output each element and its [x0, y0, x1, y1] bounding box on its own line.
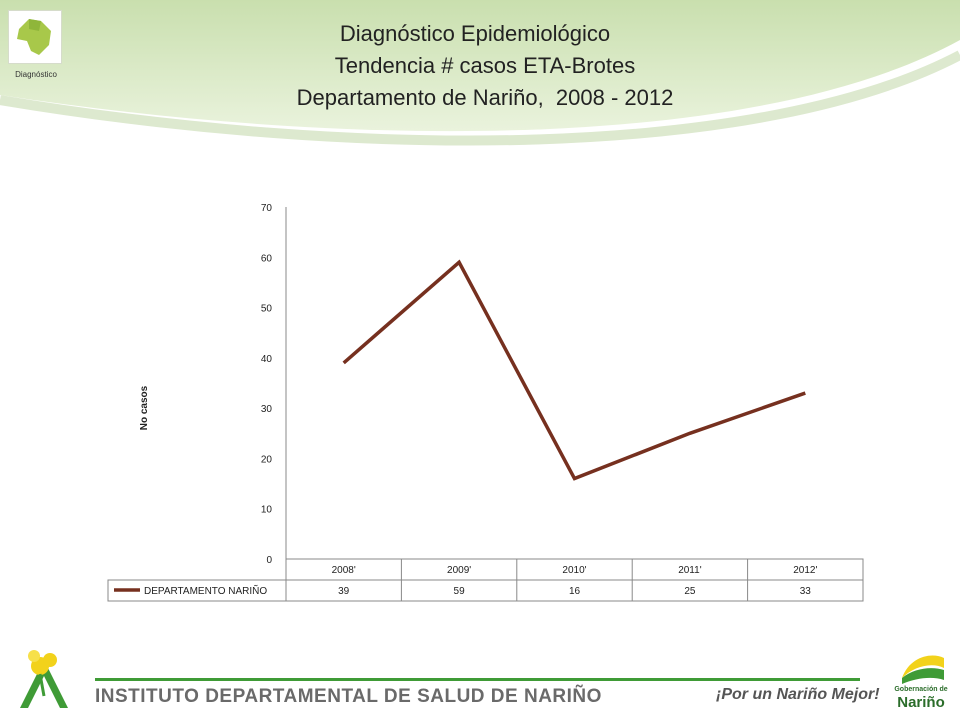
x-category-label: 2010' [562, 565, 586, 576]
flower-logo-icon [20, 650, 68, 708]
y-tick-label: 70 [261, 203, 273, 214]
y-axis-label: No casos [139, 385, 150, 430]
logo-box [8, 10, 62, 64]
y-tick-label: 20 [261, 454, 273, 465]
narino-label: Nariño [897, 694, 945, 711]
y-tick-label: 50 [261, 304, 273, 315]
data-value-label: 59 [454, 586, 466, 597]
y-tick-label: 30 [261, 404, 273, 415]
data-value-label: 25 [684, 586, 696, 597]
y-tick-label: 0 [266, 555, 272, 566]
title-line-1: Diagnóstico Epidemiológico [339, 21, 611, 46]
data-value-label: 39 [338, 586, 350, 597]
gobernacion-flag-icon [902, 655, 944, 684]
data-value-label: 33 [800, 586, 812, 597]
title-line-2: Tendencia # casos ETA-Brotes [334, 53, 636, 78]
x-category-label: 2012' [793, 565, 817, 576]
logo-caption: Diagnóstico [15, 70, 57, 79]
plot-area [342, 259, 806, 481]
x-category-label: 2011' [678, 565, 702, 576]
y-axis: 0 10 20 30 40 50 60 70 [261, 203, 287, 566]
data-table: 2008' 2009' 2010' 2011' 2012' DEPARTAMENTO NA… [107, 558, 864, 602]
gobernacion-label: Gobernación de [894, 686, 948, 693]
title-line-3: Departamento de Nariño, 2008 - 2012 [296, 85, 674, 110]
x-category-label: 2008' [332, 565, 356, 576]
x-category-label: 2009' [447, 565, 471, 576]
footer-slogan: ¡Por un Nariño Mejor! [716, 686, 880, 703]
footer-organization: INSTITUTO DEPARTAMENTAL DE SALUD DE NARI… [95, 686, 602, 707]
y-tick-label: 40 [261, 354, 273, 365]
narino-map-icon [17, 19, 51, 55]
series-line [342, 259, 806, 481]
y-tick-label: 10 [261, 505, 273, 516]
footer-divider [95, 678, 860, 681]
header-band [0, 0, 960, 146]
legend-series-name: DEPARTAMENTO NARIÑO [144, 584, 267, 597]
data-value-label: 16 [569, 586, 581, 597]
y-tick-label: 60 [261, 253, 273, 264]
